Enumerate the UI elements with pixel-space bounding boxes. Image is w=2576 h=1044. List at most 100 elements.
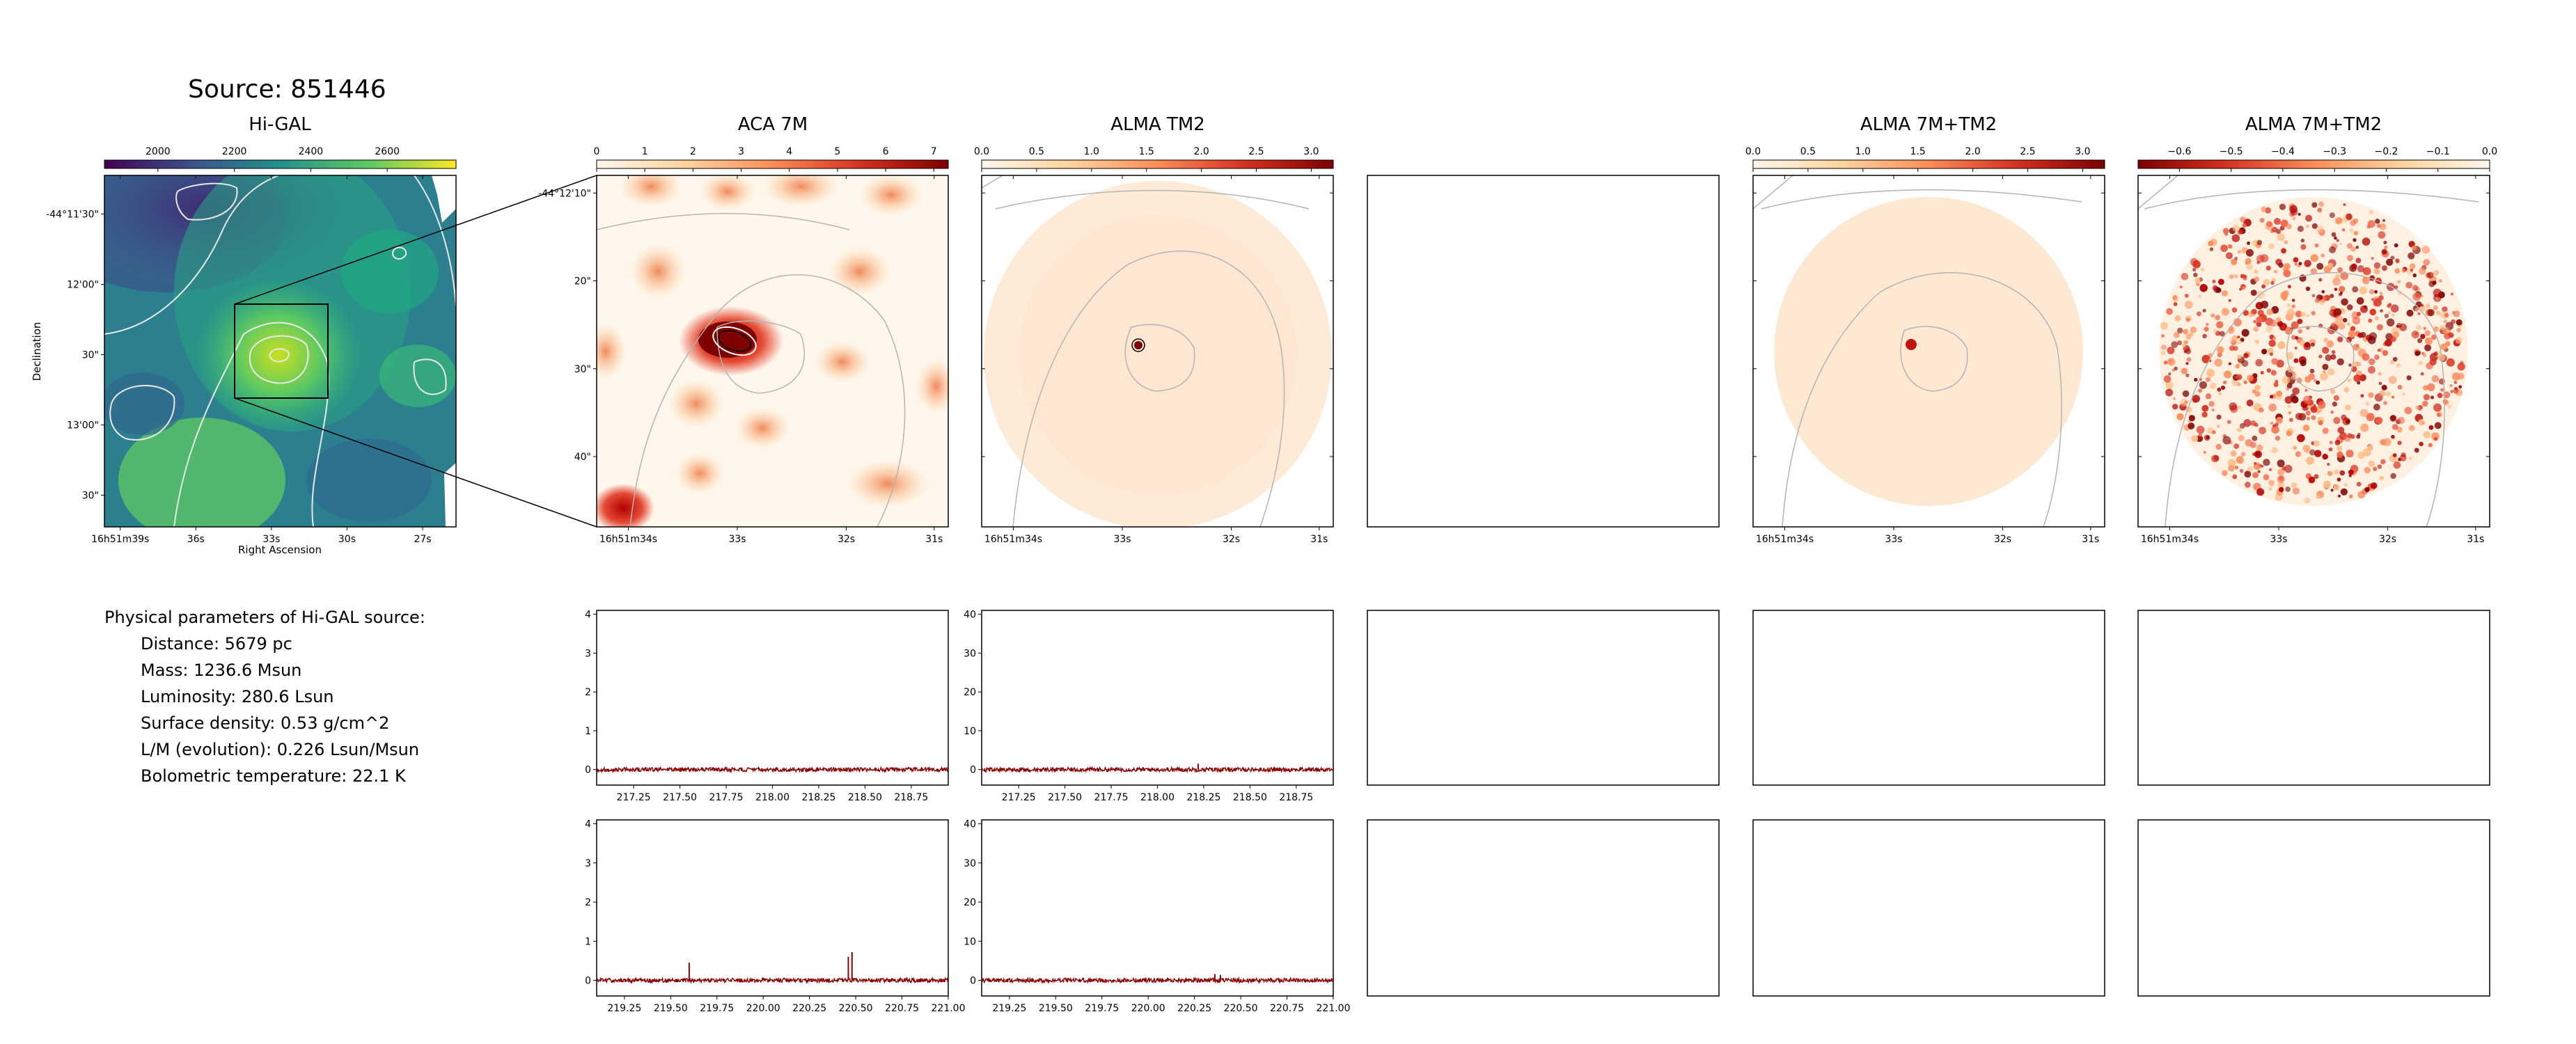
residual-speckle-dot (2183, 329, 2189, 335)
x-tick-label: 220.50 (1224, 1003, 1258, 1014)
y-tick-label: 10 (964, 936, 976, 947)
residual-speckle-dot (2220, 385, 2226, 390)
residual-speckle-dot (2256, 444, 2263, 452)
residual-speckle-dot (2255, 358, 2263, 367)
residual-speckle-dot (2227, 327, 2234, 334)
residual-speckle-dot (2198, 433, 2203, 437)
residual-speckle-dot (2201, 411, 2208, 418)
residual-speckle-dot (2231, 307, 2238, 313)
residual-speckle-dot (2199, 284, 2208, 292)
residual-speckle-dot (2412, 273, 2417, 278)
residual-speckle-dot (2277, 233, 2285, 242)
residual-speckle-dot (2370, 482, 2378, 489)
residual-speckle-dot (2387, 311, 2392, 315)
residual-speckle-dot (2204, 434, 2210, 441)
residual-speckle-dot (2337, 427, 2345, 434)
residual-speckle-dot (2181, 367, 2188, 374)
residual-speckle-dot (2385, 391, 2392, 397)
residual-speckle-dot (2201, 354, 2210, 363)
residual-speckle-dot (2212, 279, 2216, 284)
residual-speckle-dot (2318, 420, 2323, 425)
residual-speckle-dot (2433, 288, 2442, 297)
residual-speckle-dot (2251, 308, 2257, 315)
residual-speckle-dot (2184, 400, 2188, 404)
residual-speckle-dot (2270, 370, 2277, 376)
residual-speckle-dot (2362, 353, 2370, 361)
residual-speckle-dot (2276, 359, 2284, 368)
residual-speckle-dot (2282, 290, 2289, 297)
residual-speckle-dot (2270, 421, 2274, 425)
residual-speckle-dot (2229, 402, 2238, 411)
residual-speckle-dot (2443, 319, 2447, 324)
combined-colorbar (1752, 159, 2105, 169)
residual-speckle-dot (2431, 374, 2440, 383)
residual-speckle-dot (2209, 247, 2214, 251)
residual-speckle-dot (2203, 450, 2206, 454)
residual-speckle-dot (2322, 347, 2330, 354)
residual-speckle-dot (2384, 246, 2388, 250)
x-tick-label: 219.75 (700, 1003, 734, 1014)
residual-speckle-dot (2346, 213, 2353, 221)
residual-speckle-dot (2428, 425, 2434, 430)
residual-speckle-dot (2384, 313, 2389, 319)
residual-speckle-dot (2330, 354, 2337, 360)
residual-speckle-dot (2236, 339, 2242, 345)
residual-speckle-dot (2217, 346, 2224, 354)
residual-speckle-dot (2167, 347, 2175, 354)
residual-speckle-dot (2246, 264, 2253, 271)
residual-speckle-dot (2415, 301, 2422, 308)
residual-speckle-dot (2327, 470, 2333, 476)
residual-speckle-dot (2327, 368, 2335, 376)
residual-speckle-dot (2236, 427, 2242, 433)
residual-speckle-dot (2362, 267, 2371, 276)
residual-speckle-dot (2415, 324, 2421, 331)
residual-speckle-dot (2304, 497, 2311, 504)
residual-speckle-dot (2268, 339, 2276, 347)
residual-speckle-dot (2304, 260, 2311, 267)
residual-speckle-dot (2286, 383, 2293, 389)
residual-speckle-dot (2222, 290, 2229, 296)
residual-speckle-dot (2298, 329, 2302, 334)
param-lm-evolution: L/M (evolution): 0.226 Lsun/Msun (141, 740, 420, 759)
residual-speckle-dot (2347, 378, 2352, 383)
residual-speckle-dot (2377, 464, 2382, 469)
residual-speckle-dot (2360, 305, 2368, 313)
residual-speckle-dot (2330, 294, 2334, 299)
residual-speckle-dot (2235, 364, 2240, 369)
x-tick-label: 219.25 (992, 1003, 1026, 1014)
residual-speckle-dot (2353, 238, 2357, 242)
residual-speckle-dot (2284, 396, 2293, 404)
residual-speckle-dot (2371, 257, 2374, 260)
param-bolometric-temperature: Bolometric temperature: 22.1 K (141, 766, 406, 786)
residual-speckle-dot (2378, 390, 2386, 397)
residual-speckle-dot (2450, 292, 2454, 296)
colorbar-tick-label: 2000 (146, 146, 171, 157)
residual-speckle-dot (2337, 494, 2341, 498)
residual-speckle-dot (2421, 245, 2430, 254)
residual-speckle-dot (2440, 343, 2448, 351)
colorbar-tick-label: −0.1 (2426, 146, 2450, 157)
residual-speckle-dot (2429, 358, 2437, 366)
residual-speckle-dot (2210, 313, 2215, 318)
residual-speckle-dot (2298, 212, 2301, 216)
residual-speckle-dot (2302, 424, 2310, 432)
residual-speckle-dot (2201, 404, 2209, 412)
tm2-title: ALMA TM2 (1110, 114, 1205, 135)
colorbar-tick-label: 5 (834, 146, 840, 157)
y-tick-label: 30" (574, 364, 591, 375)
residual-x-ticks: 16h51m34s 33s 32s 31s (2138, 175, 2490, 545)
residual-speckle-dot (2195, 282, 2200, 287)
residual-speckle-dot (2184, 294, 2189, 298)
residual-speckle-dot (2390, 473, 2396, 480)
residual-speckle-dot (2314, 243, 2319, 248)
residual-speckle-dot (2315, 298, 2320, 303)
residual-speckle-dot (2401, 268, 2406, 273)
residual-speckle-dot (2223, 380, 2227, 385)
residual-speckle-dot (2357, 332, 2364, 338)
x-tick-label: 33s (1885, 534, 1902, 545)
tm2-panel: ALMA TM2 0.0 0.5 1.0 1.5 2.0 2.5 3.0 16h51m34s… (974, 114, 1334, 545)
residual-speckle-dot (2217, 352, 2222, 358)
residual-speckle-dot (2337, 267, 2343, 273)
tm2-colorbar (981, 159, 1334, 169)
residual-speckle-dot (2213, 329, 2217, 333)
